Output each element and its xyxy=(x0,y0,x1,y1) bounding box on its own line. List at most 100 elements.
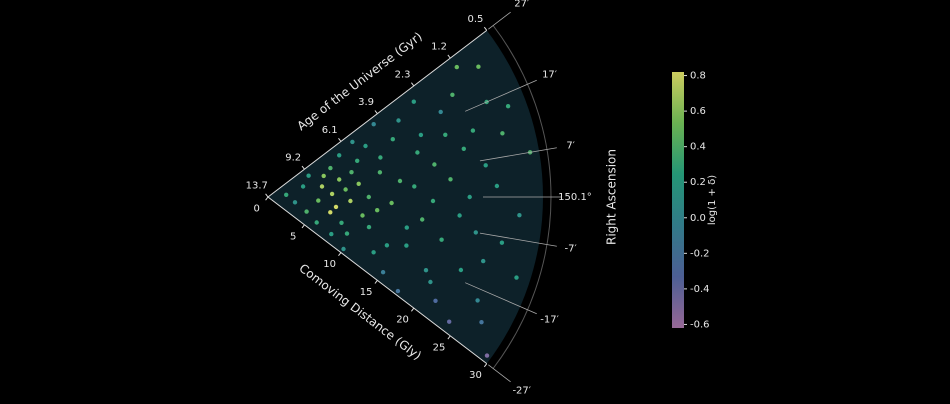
data-point xyxy=(447,319,452,324)
age-tick xyxy=(338,137,342,142)
angular-axis-title: Right Ascension xyxy=(605,149,619,245)
data-point xyxy=(395,288,401,294)
age-tick xyxy=(411,82,415,87)
colorbar-tick-label: 0.0 xyxy=(690,213,706,224)
data-point xyxy=(448,177,453,182)
r-tick xyxy=(338,252,342,257)
colorbar-tick-label: -0.4 xyxy=(690,284,710,295)
r-tick-label: 20 xyxy=(396,315,409,326)
data-point xyxy=(430,198,436,204)
r-tick-label: 5 xyxy=(290,231,296,242)
data-point xyxy=(321,173,326,179)
data-point xyxy=(499,240,505,245)
theta-tick-label: 7′ xyxy=(566,140,575,151)
age-tick-label: 9.2 xyxy=(285,153,301,164)
data-point xyxy=(378,155,383,160)
age-tick xyxy=(265,193,269,198)
age-tick-label: 1.2 xyxy=(431,42,447,53)
theta-tick-label: 17′ xyxy=(542,70,558,81)
theta-tick xyxy=(488,11,511,30)
data-point xyxy=(333,204,339,210)
data-point xyxy=(404,225,409,230)
data-point xyxy=(396,118,401,123)
r-tick xyxy=(301,224,305,229)
data-point xyxy=(360,213,365,218)
r-tick xyxy=(265,196,269,201)
age-tick xyxy=(374,110,378,114)
data-point xyxy=(505,104,511,109)
data-point xyxy=(341,246,346,252)
data-point xyxy=(380,270,386,275)
data-point xyxy=(292,200,298,205)
theta-tick-label: 27′ xyxy=(514,0,530,10)
data-point xyxy=(306,173,311,178)
colorbar-tick-label: 0.8 xyxy=(690,71,706,82)
data-point xyxy=(438,109,443,115)
age-tick xyxy=(301,165,305,170)
data-point xyxy=(467,194,472,200)
data-point xyxy=(375,208,380,213)
data-point xyxy=(319,184,325,189)
data-point xyxy=(314,220,319,225)
data-point xyxy=(517,213,522,218)
r-tick xyxy=(411,307,415,312)
data-point xyxy=(328,210,333,215)
data-point xyxy=(450,92,455,98)
r-tick xyxy=(374,280,378,284)
data-point xyxy=(329,231,334,237)
data-point xyxy=(412,184,417,189)
theta-tick-label: -27′ xyxy=(512,385,531,396)
theta-tick-label: -7′ xyxy=(565,244,578,255)
data-point xyxy=(494,183,500,189)
r-tick xyxy=(447,335,451,340)
data-point xyxy=(389,200,394,206)
r-tick-label: 25 xyxy=(433,342,446,353)
data-point xyxy=(404,243,409,248)
data-point xyxy=(439,237,444,242)
data-point xyxy=(443,132,448,137)
data-point xyxy=(461,146,466,151)
data-point xyxy=(473,230,478,235)
data-point xyxy=(344,231,350,236)
theta-tick xyxy=(465,79,537,112)
data-point xyxy=(339,220,344,225)
data-point xyxy=(343,187,348,192)
data-point xyxy=(483,163,488,168)
theta-tick-label: 150.1° xyxy=(558,192,592,203)
data-point xyxy=(415,150,420,155)
r-tick-label: 30 xyxy=(469,370,482,381)
age-tick xyxy=(483,26,488,31)
data-point xyxy=(411,99,416,104)
wedge-fill xyxy=(268,30,543,364)
data-point xyxy=(428,279,433,285)
data-point xyxy=(418,132,424,138)
data-point xyxy=(377,170,383,175)
colorbar-tick-label: -0.2 xyxy=(690,248,710,259)
data-point xyxy=(366,224,372,230)
theta-tick xyxy=(479,232,557,247)
data-point xyxy=(371,122,376,127)
data-point xyxy=(356,181,361,186)
data-point xyxy=(476,64,481,69)
data-point xyxy=(328,165,333,171)
theta-tick xyxy=(465,282,537,315)
data-point xyxy=(366,194,371,200)
theta-tick-label: -17′ xyxy=(540,314,559,325)
data-point xyxy=(454,64,459,70)
data-point xyxy=(284,192,289,197)
theta-tick xyxy=(488,364,511,383)
age-tick-label: 2.3 xyxy=(395,69,411,80)
age-tick xyxy=(447,54,451,59)
data-point xyxy=(423,268,429,273)
r-tick-label: 0 xyxy=(254,204,260,215)
data-point xyxy=(484,353,490,358)
data-point xyxy=(337,177,342,182)
data-point xyxy=(300,184,306,189)
data-point xyxy=(475,298,480,303)
data-point xyxy=(304,209,309,214)
data-point xyxy=(500,131,505,136)
data-point xyxy=(433,298,438,303)
data-point xyxy=(390,137,395,142)
